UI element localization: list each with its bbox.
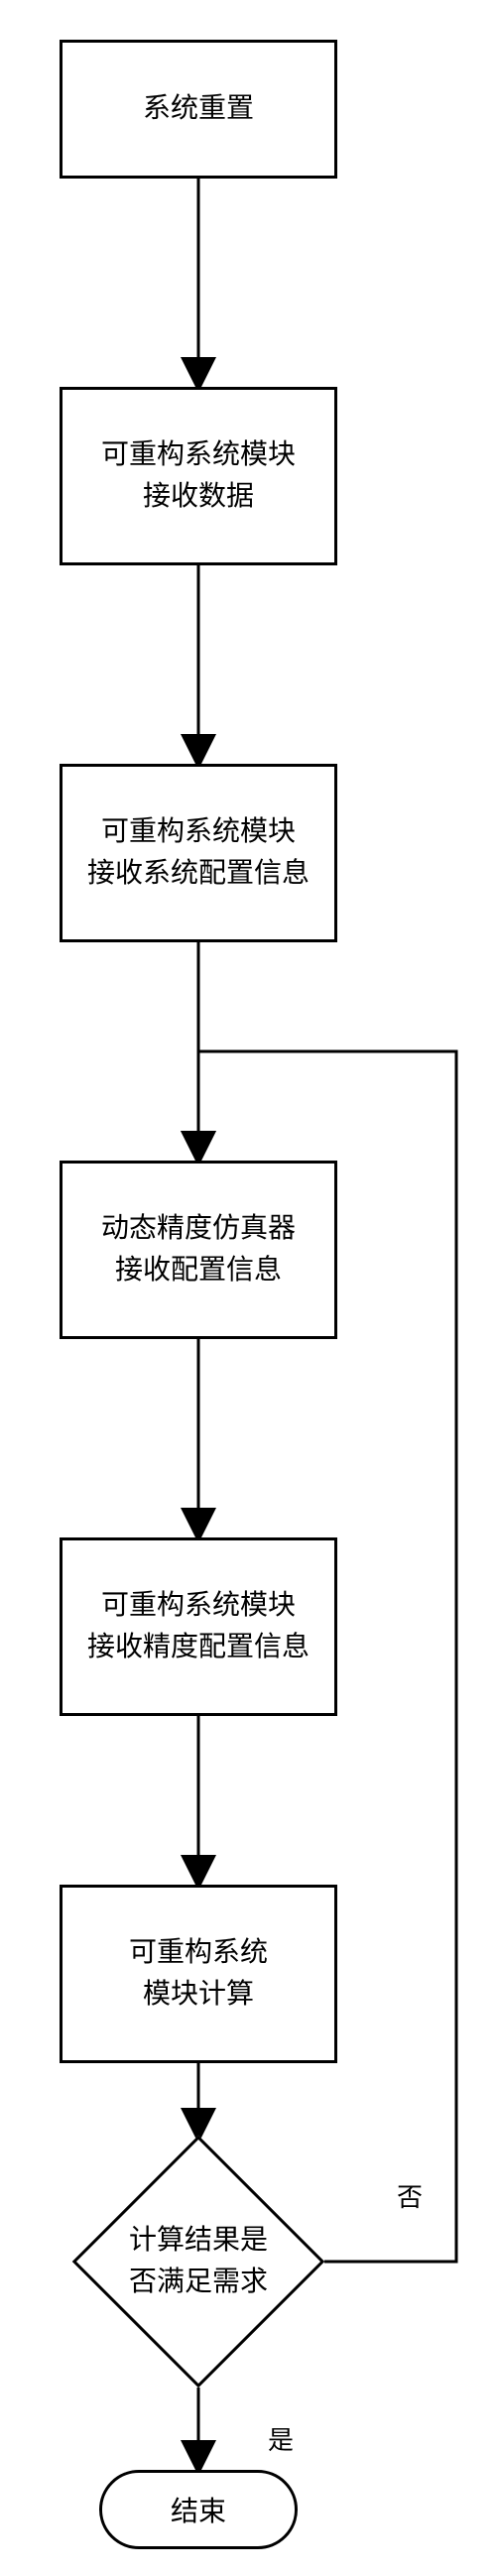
node-receive-sysconfig: 可重构系统模块 接收系统配置信息 [60,764,337,942]
node-label: 否满足需求 [129,2267,268,2297]
node-receive-precision-config: 可重构系统模块 接收精度配置信息 [60,1537,337,1716]
node-label: 可重构系统模块 [101,1585,296,1627]
node-label: 结束 [171,2490,226,2529]
node-label: 接收配置信息 [115,1250,282,1291]
node-label: 可重构系统 [129,1932,268,1974]
node-end: 结束 [99,2470,298,2549]
node-receive-data: 可重构系统模块 接收数据 [60,387,337,565]
node-system-reset: 系统重置 [60,40,337,179]
edge-label-yes: 是 [268,2420,294,2457]
node-label: 计算结果是 [129,2225,268,2256]
node-label: 可重构系统模块 [101,434,296,476]
node-label: 接收精度配置信息 [87,1627,310,1668]
node-label: 模块计算 [143,1974,254,2016]
node-label: 接收数据 [143,476,254,518]
node-dynamic-precision-sim: 动态精度仿真器 接收配置信息 [60,1161,337,1339]
node-module-compute: 可重构系统 模块计算 [60,1885,337,2063]
edge-label-no: 否 [397,2177,423,2214]
node-label: 系统重置 [143,88,254,130]
node-label: 接收系统配置信息 [87,853,310,895]
node-label: 可重构系统模块 [101,811,296,853]
node-label: 动态精度仿真器 [101,1208,296,1250]
node-decision-result-ok: 计算结果是 否满足需求 [109,2172,288,2351]
